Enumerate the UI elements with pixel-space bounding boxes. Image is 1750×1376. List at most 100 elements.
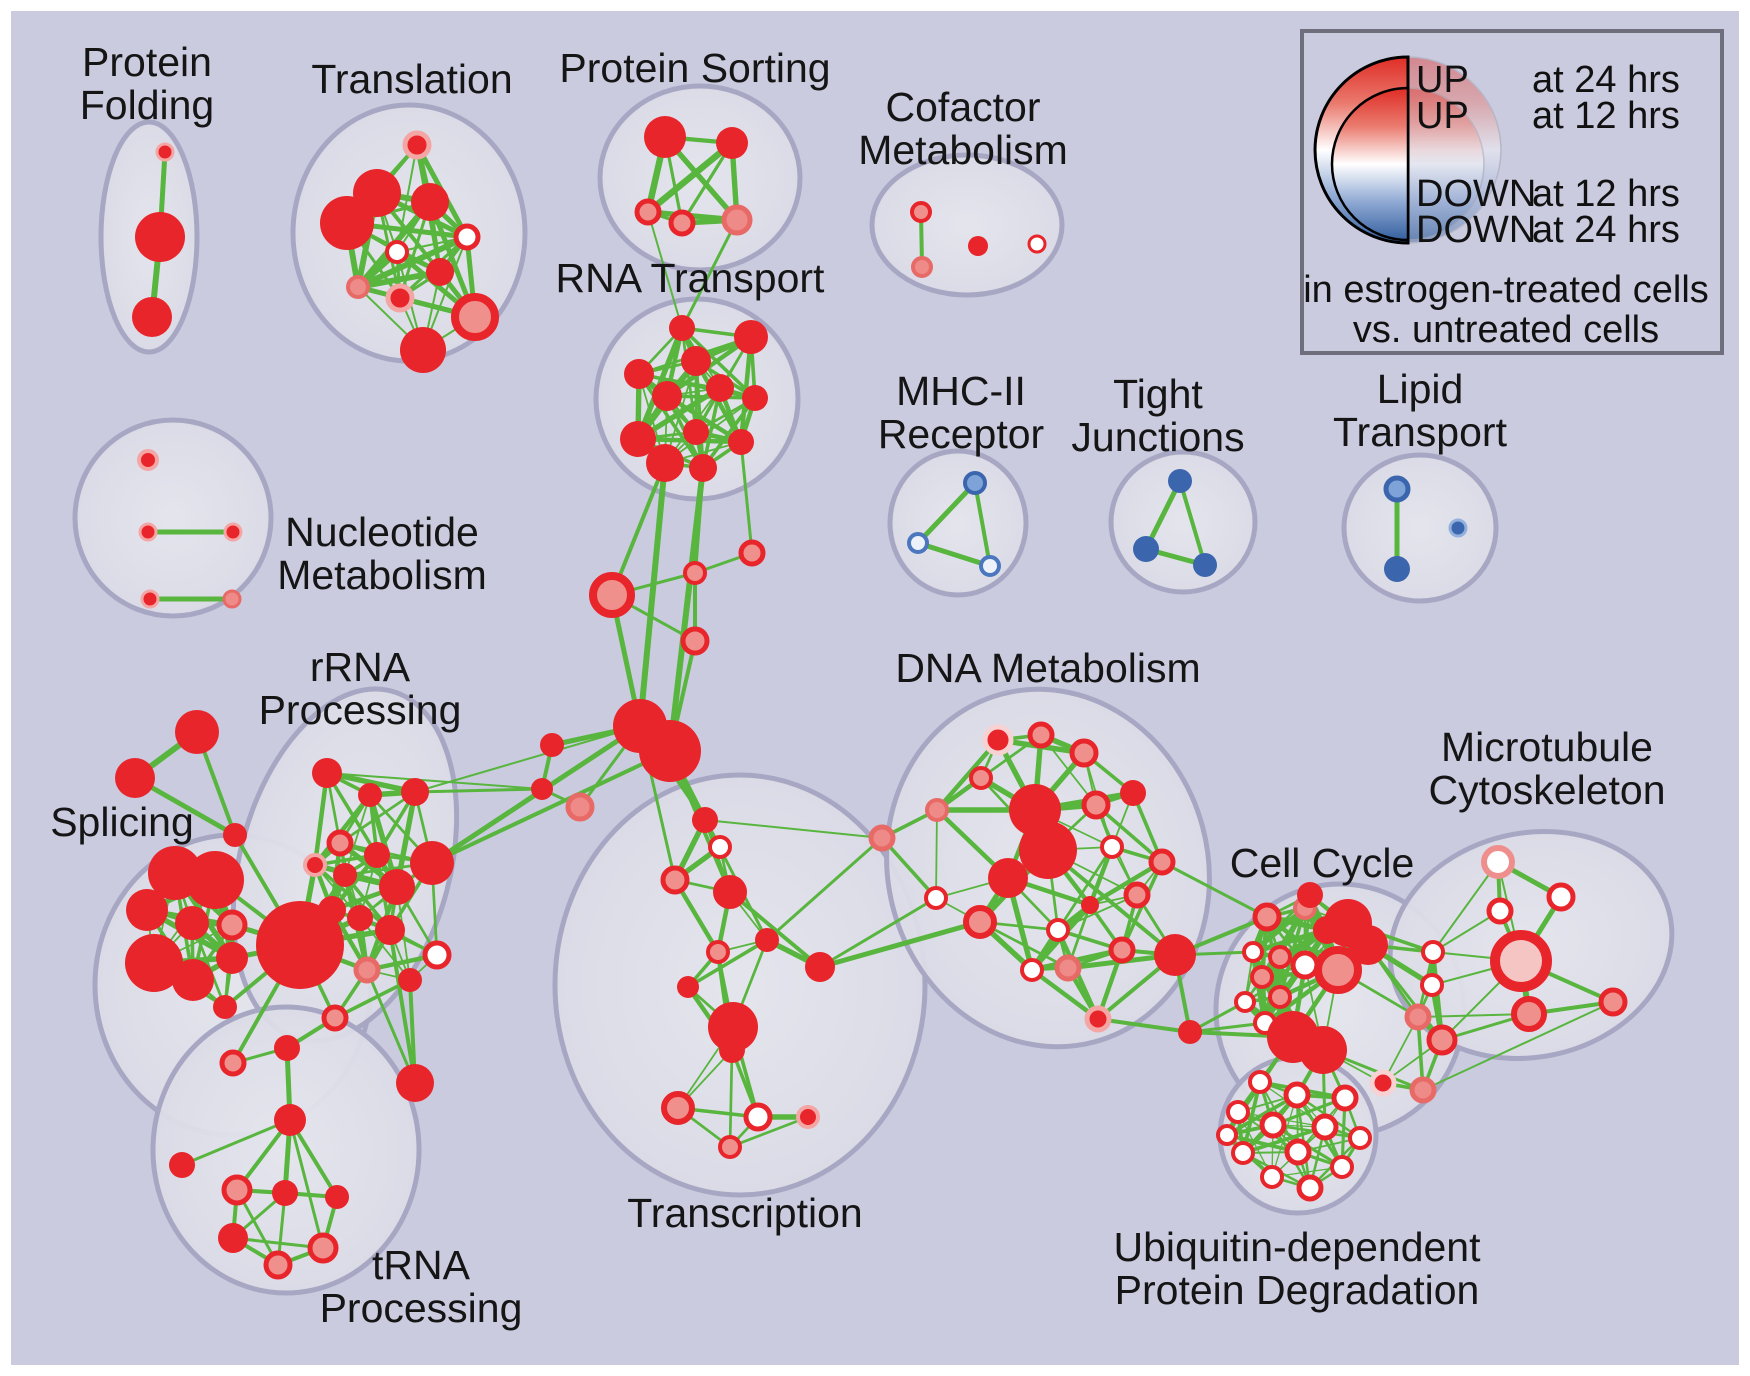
- node-rna-transport-7[interactable]: [620, 421, 656, 457]
- node-protein-sorting-3[interactable]: [668, 209, 696, 237]
- node-nucleotide-metabolism-3[interactable]: [140, 589, 160, 609]
- node-rna-transport-5[interactable]: [706, 374, 734, 402]
- node-transcription-10[interactable]: [661, 1091, 695, 1125]
- node-tight-junctions-2[interactable]: [1193, 553, 1217, 577]
- node-trna-processing-4[interactable]: [325, 1185, 349, 1209]
- node-protein-sorting-1[interactable]: [716, 127, 748, 159]
- node-rrna-processing-0[interactable]: [312, 758, 342, 788]
- node-nucleotide-metabolism-4[interactable]: [222, 589, 242, 609]
- node-cell-cycle-3[interactable]: [1268, 945, 1292, 969]
- node-splicing-8[interactable]: [213, 995, 237, 1019]
- node-trna-processing-3[interactable]: [272, 1180, 298, 1206]
- node-connectors-6[interactable]: [540, 733, 564, 757]
- node-cell-cycle-21[interactable]: [1409, 1076, 1437, 1104]
- node-ubiquitin-degradation-12[interactable]: [1216, 1124, 1238, 1146]
- node-rrna-processing-4[interactable]: [303, 853, 327, 877]
- node-ubiquitin-degradation-0[interactable]: [1248, 1070, 1272, 1094]
- node-mhc-ii-receptor-0[interactable]: [963, 471, 987, 495]
- node-nucleotide-metabolism-2[interactable]: [223, 522, 243, 542]
- node-trna-processing-5[interactable]: [218, 1223, 248, 1253]
- node-mhc-ii-receptor-1[interactable]: [907, 532, 929, 554]
- node-cell-cycle-15[interactable]: [1299, 1026, 1347, 1074]
- node-connectors-0[interactable]: [738, 539, 766, 567]
- node-transcription-7[interactable]: [805, 952, 835, 982]
- node-rna-transport-6[interactable]: [742, 385, 768, 411]
- node-protein-folding-0[interactable]: [155, 142, 175, 162]
- node-dna-metabolism-12[interactable]: [963, 905, 997, 939]
- node-transcription-1[interactable]: [708, 835, 732, 859]
- node-cofactor-metabolism-2[interactable]: [968, 236, 988, 256]
- node-splicing-7[interactable]: [216, 942, 248, 974]
- node-lipid-transport-0[interactable]: [1383, 475, 1411, 503]
- node-translation-5[interactable]: [385, 240, 409, 264]
- node-cell-cycle-19[interactable]: [1426, 1024, 1458, 1056]
- node-trna-processing-7[interactable]: [307, 1232, 339, 1264]
- node-cell-cycle-9[interactable]: [1314, 946, 1362, 994]
- node-cell-cycle-20[interactable]: [1369, 1069, 1397, 1097]
- node-microtubule-cytoskeleton-3[interactable]: [1490, 930, 1552, 992]
- node-transcription-12[interactable]: [796, 1105, 820, 1129]
- node-nucleotide-metabolism-0[interactable]: [137, 449, 159, 471]
- node-splicing-1[interactable]: [186, 851, 244, 909]
- node-ubiquitin-degradation-3[interactable]: [1226, 1100, 1250, 1124]
- node-ubiquitin-degradation-5[interactable]: [1311, 1113, 1339, 1141]
- node-transcription-8[interactable]: [708, 1002, 758, 1052]
- node-cell-cycle-11[interactable]: [1348, 925, 1388, 965]
- node-cell-cycle-8[interactable]: [1290, 950, 1320, 980]
- node-protein-folding-2[interactable]: [132, 297, 172, 337]
- node-ubiquitin-degradation-4[interactable]: [1259, 1111, 1287, 1139]
- node-rna-transport-11[interactable]: [689, 454, 717, 482]
- node-trna-processing-0[interactable]: [274, 1104, 306, 1136]
- node-dna-metabolism-1[interactable]: [1027, 721, 1055, 749]
- node-cofactor-metabolism-0[interactable]: [910, 201, 932, 223]
- node-dna-metabolism-3[interactable]: [969, 766, 993, 790]
- node-translation-2[interactable]: [411, 183, 449, 221]
- node-connectors-9[interactable]: [175, 710, 219, 754]
- node-mhc-ii-receptor-2[interactable]: [979, 555, 1001, 577]
- node-dna-metabolism-0[interactable]: [982, 724, 1014, 756]
- node-rrna-processing-14[interactable]: [353, 956, 381, 984]
- node-cell-cycle-18[interactable]: [1404, 1003, 1432, 1031]
- node-dna-metabolism-4[interactable]: [925, 798, 949, 822]
- node-rrna-processing-15[interactable]: [398, 968, 422, 992]
- node-splicing-4[interactable]: [216, 909, 248, 941]
- node-translation-6[interactable]: [426, 258, 454, 286]
- node-rna-transport-4[interactable]: [652, 381, 682, 411]
- node-cell-cycle-6[interactable]: [1268, 985, 1292, 1009]
- node-cell-cycle-4[interactable]: [1250, 965, 1274, 989]
- node-connectors-8[interactable]: [565, 792, 595, 822]
- node-splicing-2[interactable]: [126, 889, 168, 931]
- node-protein-sorting-4[interactable]: [721, 204, 753, 236]
- node-transcription-5[interactable]: [755, 928, 779, 952]
- node-translation-9[interactable]: [451, 293, 499, 341]
- node-rrna-processing-13[interactable]: [422, 940, 452, 970]
- node-rna-transport-1[interactable]: [734, 320, 768, 354]
- node-connectors-10[interactable]: [115, 758, 155, 798]
- node-transcription-9[interactable]: [719, 1037, 745, 1063]
- node-rrna-processing-11[interactable]: [375, 915, 405, 945]
- node-lipid-transport-2[interactable]: [1448, 518, 1468, 538]
- node-ubiquitin-degradation-6[interactable]: [1348, 1126, 1372, 1150]
- node-ubiquitin-degradation-8[interactable]: [1284, 1138, 1312, 1166]
- node-connectors-1[interactable]: [683, 561, 707, 585]
- node-translation-8[interactable]: [385, 283, 415, 313]
- node-microtubule-cytoskeleton-2[interactable]: [1486, 897, 1514, 925]
- node-splicing-5[interactable]: [125, 934, 183, 992]
- node-dna-metabolism-11[interactable]: [1148, 848, 1176, 876]
- node-rrna-processing-10[interactable]: [347, 905, 373, 931]
- node-transcription-4[interactable]: [706, 940, 730, 964]
- node-microtubule-cytoskeleton-5[interactable]: [1598, 987, 1628, 1017]
- node-rna-transport-2[interactable]: [681, 346, 711, 376]
- node-rna-transport-10[interactable]: [646, 444, 684, 482]
- node-ubiquitin-degradation-7[interactable]: [1231, 1141, 1255, 1165]
- node-cell-cycle-17[interactable]: [1420, 973, 1444, 997]
- node-rrna-processing-6[interactable]: [364, 842, 390, 868]
- node-transcription-6[interactable]: [677, 976, 699, 998]
- node-dna-metabolism-19[interactable]: [1084, 1005, 1112, 1033]
- node-rna-transport-8[interactable]: [683, 419, 709, 445]
- node-lipid-transport-1[interactable]: [1384, 556, 1410, 582]
- node-protein-sorting-0[interactable]: [644, 116, 686, 158]
- node-rrna-processing-18[interactable]: [274, 1035, 300, 1061]
- node-cell-cycle-12[interactable]: [1313, 916, 1341, 944]
- node-dna-metabolism-18[interactable]: [1054, 954, 1082, 982]
